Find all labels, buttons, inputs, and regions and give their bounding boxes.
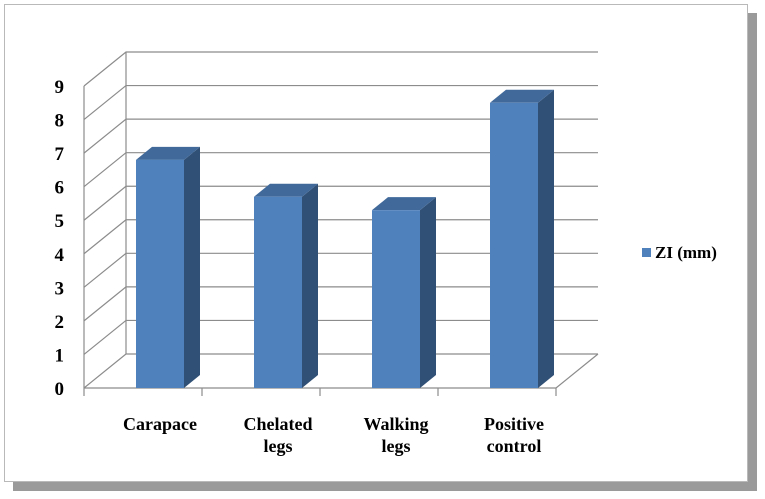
bar (490, 89, 554, 389)
gridline (83, 319, 598, 355)
bar (136, 146, 200, 388)
x-category-label: Positive control (484, 414, 544, 456)
y-tick-label: 3 (55, 278, 65, 299)
x-category-label: Carapace (123, 414, 197, 434)
y-tick-label: 4 (55, 245, 65, 266)
gridline (83, 185, 598, 221)
bar-front (136, 159, 184, 388)
bar-front (490, 102, 538, 389)
gridline (83, 219, 598, 255)
gridline (83, 118, 598, 154)
bar (254, 183, 318, 388)
legend-label: ZI (mm) (655, 243, 717, 262)
y-tick-label: 0 (55, 379, 65, 400)
y-tick-label: 2 (55, 312, 65, 333)
bar-side (420, 197, 436, 388)
y-tick-label: 5 (55, 211, 65, 232)
bar (372, 197, 436, 388)
y-tick-label: 7 (55, 144, 65, 165)
x-category-label: Chelated legs (244, 414, 313, 456)
bar-front (254, 196, 302, 388)
gridline (83, 252, 598, 288)
bar-top (490, 89, 554, 103)
bar-top (254, 183, 318, 197)
bar-front (372, 210, 420, 388)
bar-side (184, 146, 200, 388)
legend-swatch (642, 248, 651, 257)
y-tick-label: 8 (55, 111, 65, 132)
gridline (83, 353, 598, 389)
y-tick-label: 9 (55, 77, 65, 98)
x-category-label: Walking legs (363, 414, 428, 456)
bar-top (372, 197, 436, 211)
bar-side (538, 89, 554, 389)
bar-side (302, 183, 318, 388)
gridline (83, 51, 598, 87)
y-tick-label: 6 (55, 178, 65, 199)
gridline (83, 84, 598, 121)
bar-top (136, 146, 200, 160)
gridline (83, 152, 598, 188)
gridline (83, 286, 598, 322)
y-tick-label: 1 (55, 345, 65, 366)
